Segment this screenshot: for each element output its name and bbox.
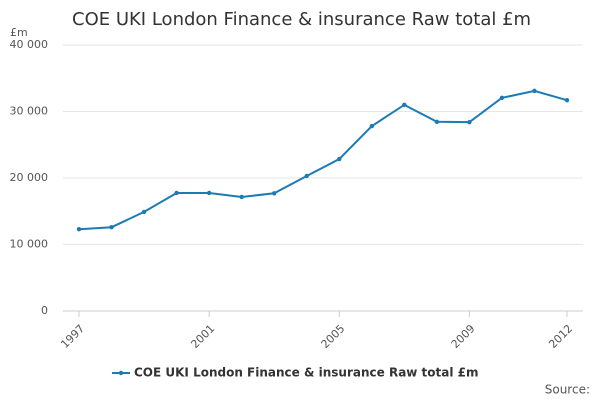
x-tick-label: 2009 [449,322,478,351]
y-tick-label: 10 000 [10,238,49,251]
point [532,88,537,94]
x-tick-label: 2012 [546,322,575,351]
legend-marker [118,370,124,376]
x-tick-label: 1997 [58,322,87,351]
x-tick-label: 2005 [319,322,348,351]
series-line [78,89,568,231]
point [434,119,440,125]
point [467,119,472,125]
point [564,97,570,103]
y-tick-label: 0 [41,304,48,317]
chart-title: COE UKI London Finance & insurance Raw t… [72,9,531,30]
point [174,190,179,196]
point [369,123,374,129]
point [109,225,114,230]
point [141,209,147,215]
point [402,102,407,108]
x-tick-label: 2001 [188,322,217,351]
legend-label: COE UKI London Finance & insurance Raw t… [134,366,479,380]
point [499,95,505,101]
point [206,190,212,196]
y-tick-label: 30 000 [10,105,49,118]
point [304,173,309,179]
source: Source: [545,383,590,397]
point [337,156,342,162]
y-axis-label: £m [10,26,28,39]
y-tick-label: 20 000 [10,171,49,184]
y-tick-label: 40 000 [10,38,49,51]
point [239,194,244,200]
point [272,191,277,196]
point [76,227,82,232]
